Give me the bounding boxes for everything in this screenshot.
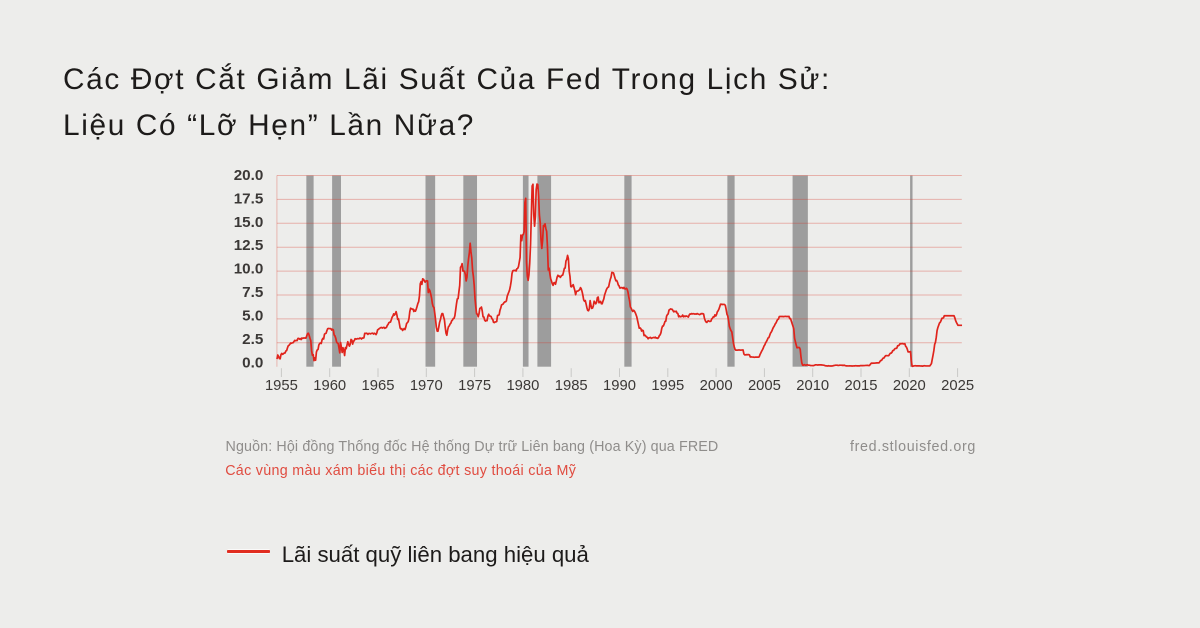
svg-text:20.0: 20.0 [234, 167, 264, 184]
svg-text:2020: 2020 [893, 378, 926, 394]
svg-text:0.0: 0.0 [242, 354, 263, 371]
svg-text:2010: 2010 [796, 378, 829, 394]
svg-text:5.0: 5.0 [242, 308, 263, 325]
svg-text:17.5: 17.5 [234, 190, 264, 207]
svg-text:1965: 1965 [362, 378, 395, 394]
svg-text:1955: 1955 [265, 378, 298, 394]
svg-text:12.5: 12.5 [234, 237, 264, 254]
svg-text:1995: 1995 [651, 378, 684, 394]
svg-text:1980: 1980 [506, 378, 539, 394]
svg-text:2015: 2015 [845, 378, 878, 394]
svg-text:15.0: 15.0 [234, 214, 264, 231]
svg-text:1970: 1970 [410, 378, 443, 394]
svg-text:1990: 1990 [603, 378, 636, 394]
svg-text:1975: 1975 [458, 378, 491, 394]
svg-text:1985: 1985 [555, 378, 588, 394]
svg-text:2025: 2025 [941, 378, 974, 394]
svg-text:1960: 1960 [313, 378, 346, 394]
svg-text:2.5: 2.5 [242, 331, 264, 348]
svg-text:10.0: 10.0 [234, 261, 264, 278]
svg-text:2005: 2005 [748, 378, 781, 394]
svg-text:7.5: 7.5 [242, 284, 264, 301]
svg-text:2000: 2000 [700, 378, 733, 394]
